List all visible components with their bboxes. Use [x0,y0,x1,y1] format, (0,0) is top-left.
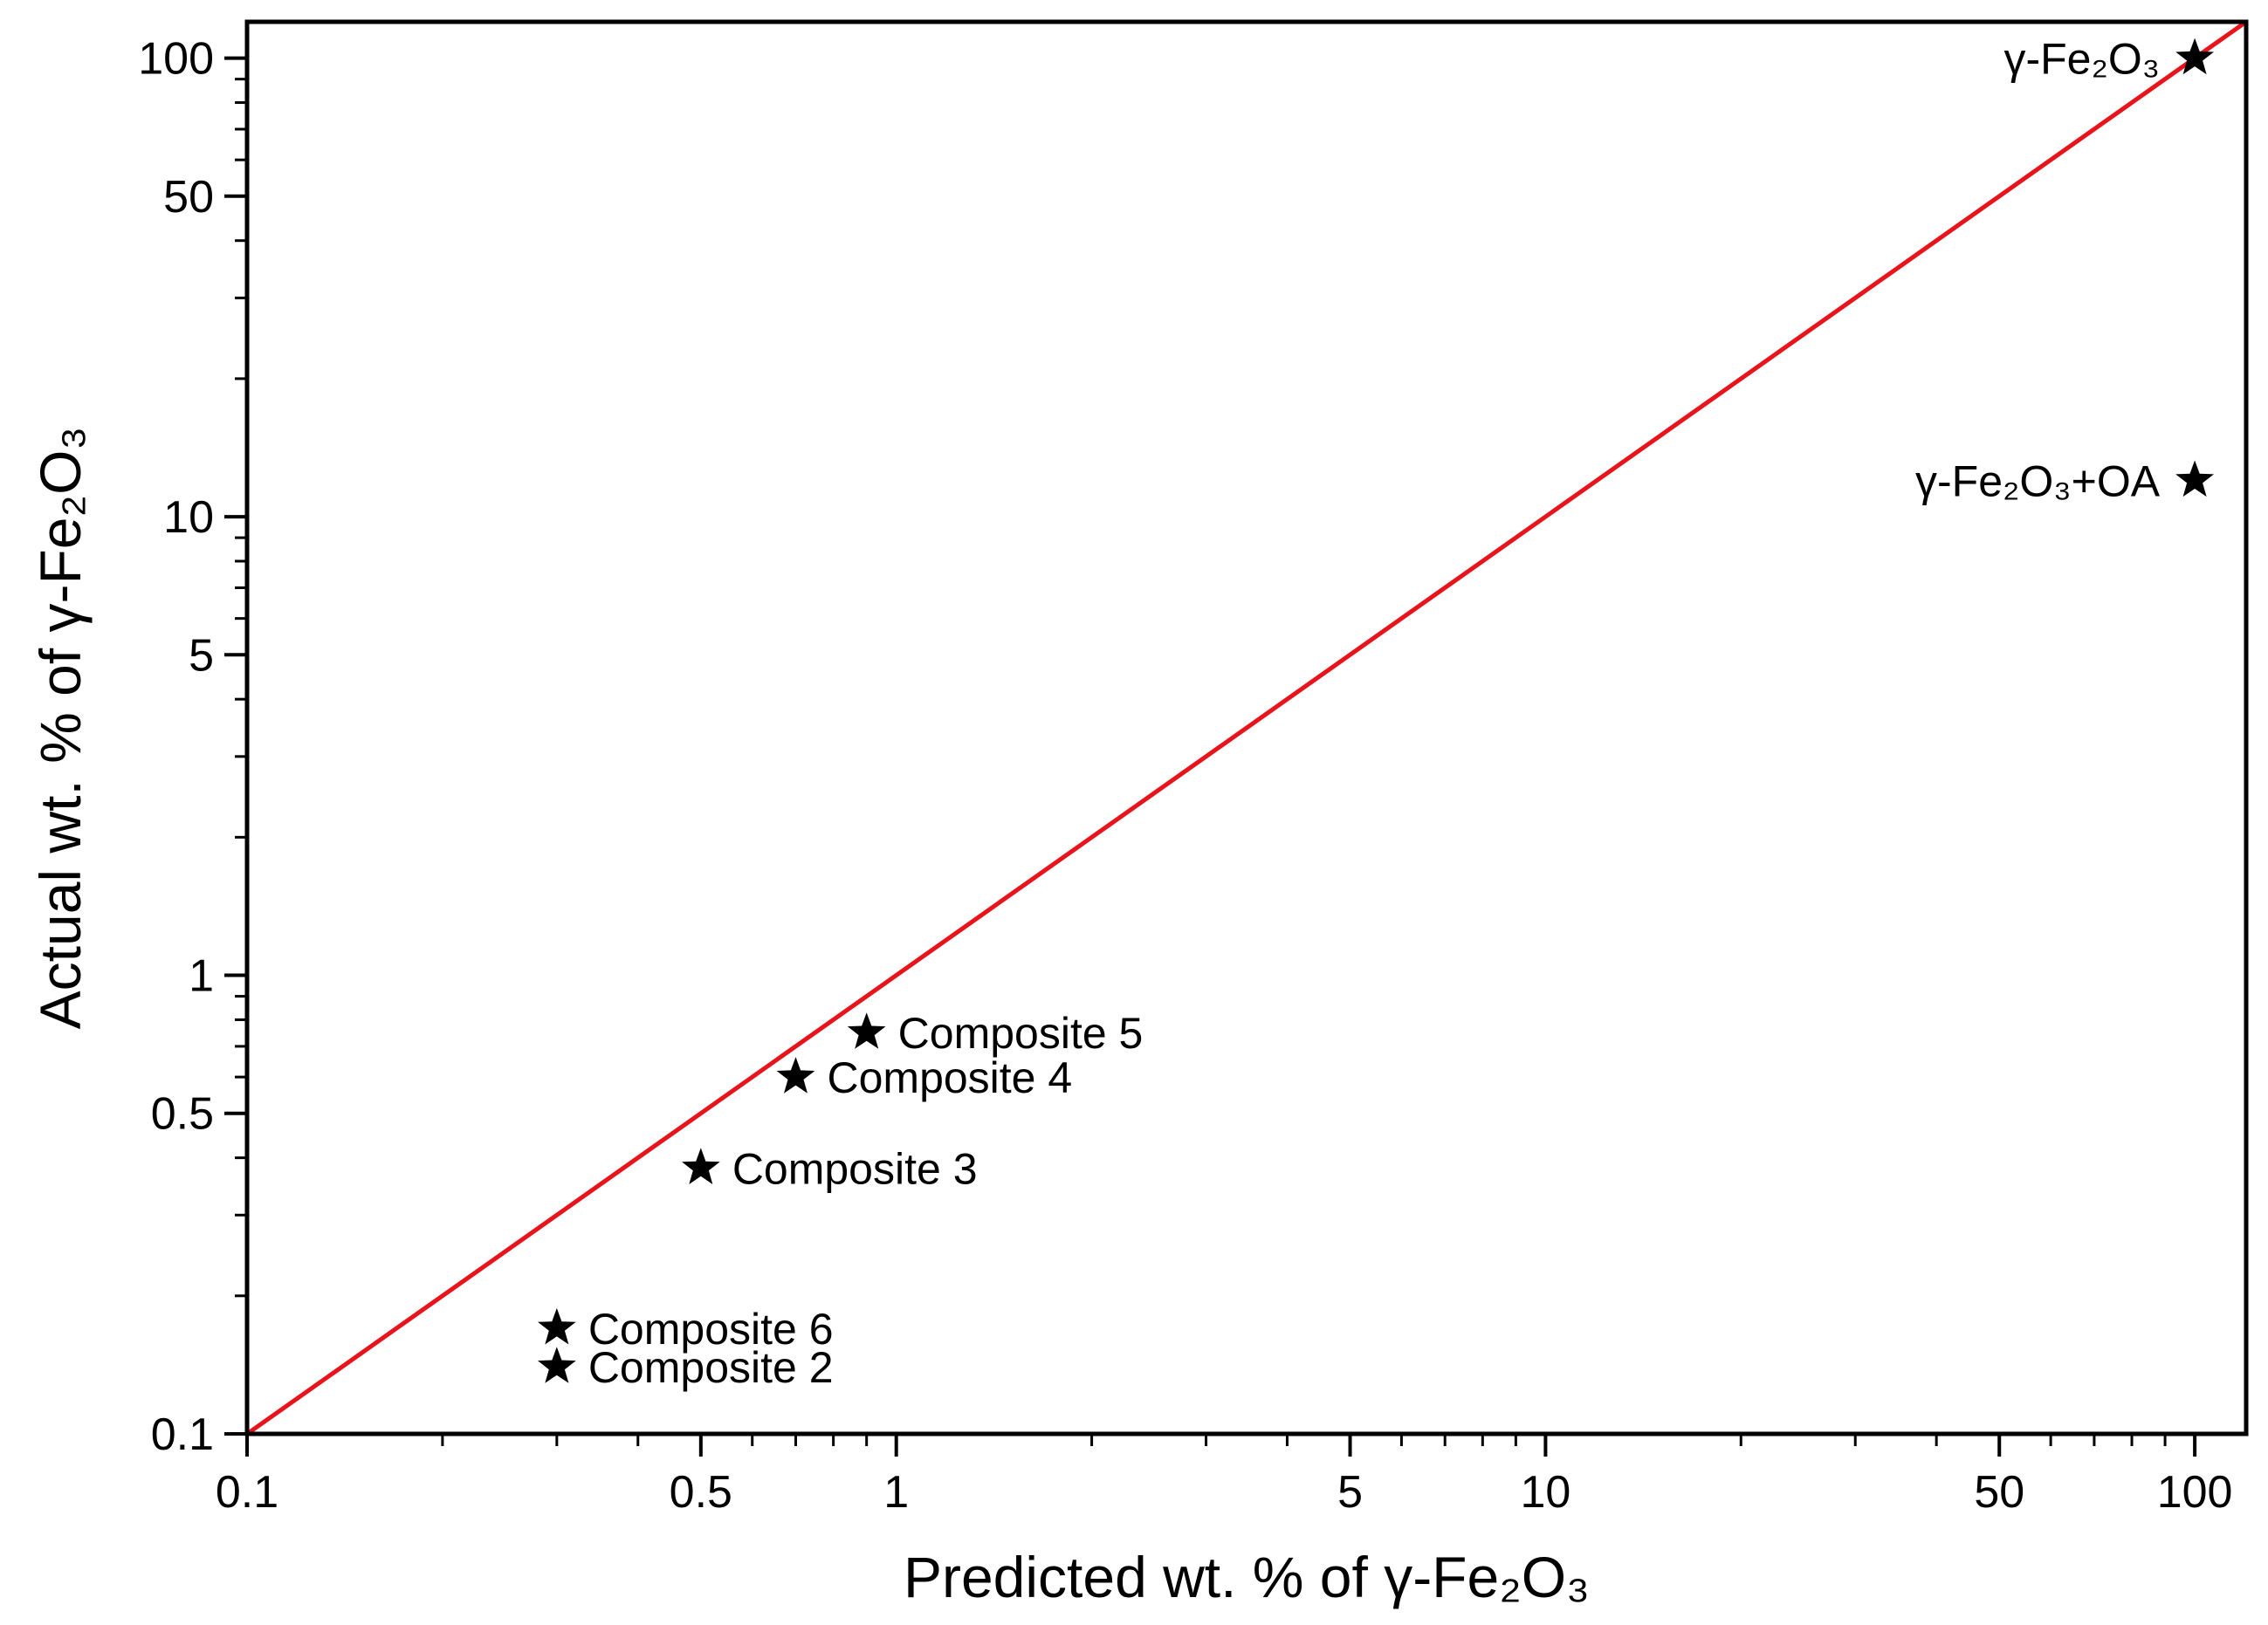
data-point-label: Composite 3 [732,1144,978,1193]
data-point-label: Composite 6 [588,1305,834,1354]
data-point-label: γ-Fe₂O₃+OA [1915,456,2161,505]
major-ticks [224,56,2197,1457]
data-point-label: Composite 4 [828,1053,1073,1102]
y-tick-label: 10 [163,492,214,543]
y-axis-title: Actual wt. % of γ-Fe₂O₃ [28,427,93,1030]
data-point-label: γ-Fe₂O₃ [2003,35,2160,84]
x-tick-label: 50 [1974,1467,2024,1518]
y-tick-label: 0.5 [151,1089,214,1140]
x-tick-label: 100 [2157,1467,2233,1518]
y-tick-label: 0.1 [151,1409,214,1460]
data-point-star [538,1307,576,1345]
data-point-star [776,1057,815,1094]
data-point-star [847,1012,886,1049]
data-point-label: Composite 5 [898,1009,1144,1058]
y-tick-label: 100 [138,34,214,85]
y-tick-label: 5 [189,630,214,681]
data-point-star [682,1148,720,1184]
x-tick-label: 5 [1337,1467,1363,1518]
tick-labels: 0.1 0.5 1 5 10 50 100 0.1 0.5 1 5 10 50 100 [138,34,2232,1518]
x-tick-label: 1 [883,1467,909,1518]
data-point-label: Composite 2 [588,1343,834,1392]
data-point-star [2175,38,2214,75]
plot-frame [244,19,2249,1436]
y-tick-label: 1 [189,951,214,1002]
y-tick-label: 50 [163,172,214,223]
x-tick-label: 0.1 [216,1467,278,1518]
data-point-star [2175,460,2214,497]
data-point-star [538,1347,576,1383]
x-tick-label: 0.5 [670,1467,732,1518]
reference-line-y-equals-x [247,22,2246,1434]
x-tick-label: 10 [1520,1467,1570,1518]
x-axis-title: Predicted wt. % of γ-Fe₂O₃ [904,1545,1590,1609]
